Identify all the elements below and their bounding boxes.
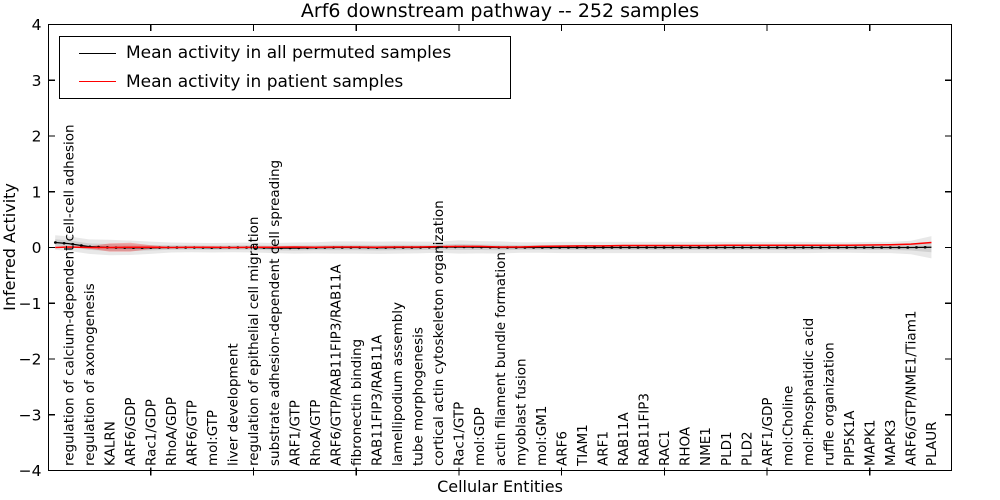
y-tick-label: −1 (19, 295, 42, 313)
y-tick-label: 0 (32, 239, 42, 257)
y-tick-label: −2 (19, 351, 42, 369)
patient-line-sample-icon (79, 81, 116, 83)
x-category-label: ARF6/GTP (185, 400, 201, 466)
x-category-label: fibronectin binding (349, 339, 365, 466)
x-category-label: ARF6/GTP/RAB11FIP3/RAB11A (328, 264, 344, 466)
x-category-label: mol:Choline (780, 386, 796, 466)
x-category-label: PLAUR (924, 422, 940, 466)
x-category-label: MAPK1 (863, 420, 879, 466)
x-category-label: tube morphogenesis (411, 327, 427, 466)
x-category-labels: regulation of calcium-dependent cell-cel… (61, 124, 940, 467)
y-tick-label: −3 (19, 406, 42, 424)
y-tick-labels: 4 3 2 1 0 −1 −2 −3 −4 (19, 16, 42, 480)
x-category-label: regulation of calcium-dependent cell-cel… (61, 124, 77, 466)
x-category-label: Rac1/GDP (143, 399, 159, 466)
x-category-label: ARF6/GDP (123, 397, 139, 466)
x-category-label: RHOA (678, 426, 694, 466)
x-category-label: substrate adhesion-dependent cell spread… (267, 160, 283, 466)
y-tick-label: 2 (32, 128, 42, 146)
x-category-label: RAB11FIP3/RAB11A (369, 334, 385, 466)
x-category-label: actin filament bundle formation (493, 252, 509, 466)
axis-ticks (48, 23, 952, 476)
y-tick-label: 1 (32, 183, 42, 201)
x-category-label: KALRN (102, 421, 118, 466)
x-category-label: lamellipodium assembly (390, 302, 406, 466)
x-category-label: mol:Phosphatidic acid (801, 318, 817, 466)
x-category-label: cortical actin cytoskeleton organization (431, 200, 447, 466)
y-tick-label: 4 (32, 16, 42, 34)
y-tick-label: −4 (19, 462, 42, 480)
y-tick-label: 3 (32, 72, 42, 90)
x-category-label: ARF1/GDP (760, 397, 776, 466)
legend: Mean activity in all permuted samples Me… (59, 36, 511, 99)
x-category-label: PIP5K1A (842, 410, 858, 466)
legend-entry-patient: Mean activity in patient samples (60, 68, 510, 96)
confidence-band-inner (55, 239, 932, 253)
x-category-label: mol:GM1 (534, 406, 550, 466)
x-category-label: regulation of axonogenesis (82, 283, 98, 466)
legend-label-permuted: Mean activity in all permuted samples (126, 43, 452, 64)
x-category-label: MAPK3 (883, 420, 899, 466)
x-category-label: myoblast fusion (513, 358, 529, 466)
x-category-label: regulation of epithelial cell migration (246, 217, 262, 466)
x-category-label: mol:GTP (205, 410, 221, 466)
x-category-label: liver development (226, 343, 242, 466)
x-category-label: NME1 (698, 427, 714, 466)
x-category-label: ARF6 (554, 431, 570, 466)
x-category-label: ARF1/GTP (287, 400, 303, 466)
x-category-label: RAB11FIP3 (637, 393, 653, 466)
x-category-label: ruffle organization (821, 342, 837, 466)
x-category-label: PLD2 (739, 431, 755, 466)
legend-entry-permuted: Mean activity in all permuted samples (60, 39, 510, 67)
x-category-label: RhoA/GDP (164, 397, 180, 466)
legend-label-patient: Mean activity in patient samples (126, 71, 404, 92)
x-axis-label: Cellular Entities (437, 477, 563, 496)
x-category-label: ARF1 (595, 431, 611, 466)
x-category-label: RhoA/GTP (308, 400, 324, 466)
x-category-label: mol:GDP (472, 407, 488, 466)
y-axis-label: Inferred Activity (0, 183, 19, 311)
x-category-label: TIAM1 (575, 424, 591, 467)
x-category-label: RAC1 (657, 430, 673, 466)
chart-title: Arf6 downstream pathway -- 252 samples (300, 0, 700, 22)
x-category-label: PLD1 (719, 431, 735, 466)
permuted-line-sample-icon (79, 52, 116, 54)
x-category-label: Rac1/GTP (452, 402, 468, 466)
x-category-label: RAB11A (616, 411, 632, 466)
patient-mean-line (55, 241, 932, 249)
x-category-label: ARF6/GTP/NME1/Tiam1 (904, 311, 920, 466)
